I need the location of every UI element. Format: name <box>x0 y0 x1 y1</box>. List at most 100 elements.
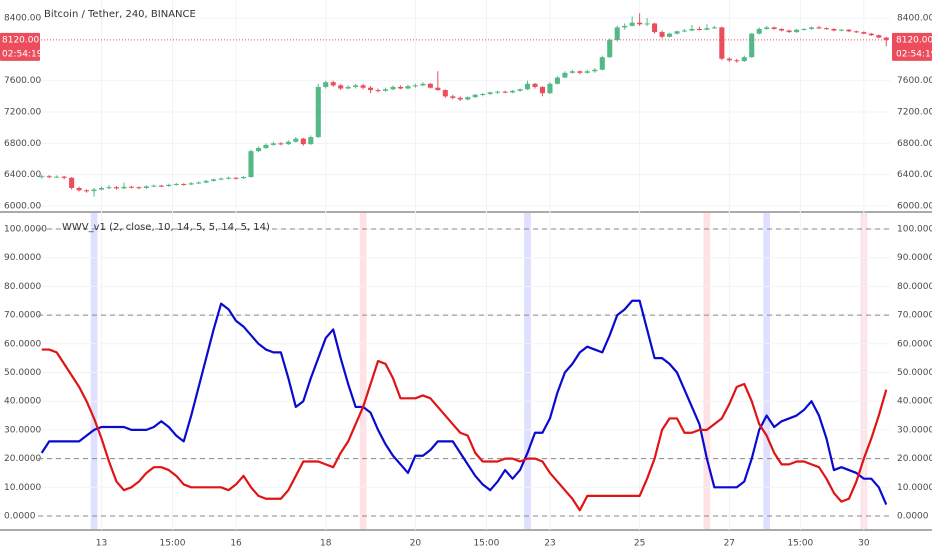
y-tick-label: 80.0000 <box>4 282 41 292</box>
candle-body <box>607 39 613 58</box>
candle-body <box>831 28 837 31</box>
candle-body <box>368 87 374 91</box>
x-tick-label: 18 <box>320 539 332 549</box>
indicator-line <box>40 299 888 505</box>
candle-body <box>524 83 531 90</box>
y-tick-label: 50.0000 <box>897 368 932 378</box>
y-tick-label: 80.0000 <box>897 282 932 292</box>
candle-body <box>853 31 859 33</box>
candle-body <box>39 176 45 178</box>
candle-body <box>689 28 695 31</box>
candle-body <box>652 23 658 33</box>
candle-body <box>644 23 650 25</box>
candle-body <box>166 184 172 187</box>
y-tick-label: 10.0000 <box>4 483 41 493</box>
candle-body <box>375 90 381 92</box>
y-tick-label: 7600.00 <box>4 76 41 86</box>
candle-body <box>779 28 785 31</box>
candle-body <box>211 179 217 181</box>
candle-body <box>659 32 665 37</box>
candle-body <box>838 29 844 31</box>
candle-body <box>226 177 232 179</box>
candle-body <box>704 28 710 30</box>
candle-body <box>121 186 127 189</box>
x-tick-label: 15:00 <box>787 539 813 549</box>
candle-body <box>614 27 620 40</box>
y-tick-label: 8400.00 <box>4 14 41 24</box>
candle-body <box>98 187 105 190</box>
candle-body <box>382 89 389 91</box>
candle-body <box>816 27 822 29</box>
candle-body <box>203 180 209 183</box>
candle-body <box>637 22 643 25</box>
candle-body <box>151 185 157 187</box>
candle-body <box>487 92 493 94</box>
candle-body <box>696 28 702 30</box>
candle-body <box>196 182 202 184</box>
y-tick-label: 6400.00 <box>897 170 932 180</box>
candle-body <box>427 83 433 88</box>
y-tick-label: 100.0000 <box>4 225 47 235</box>
candle-body <box>771 27 777 29</box>
y-tick-label: 20.0000 <box>897 454 932 464</box>
y-tick-label: 8400.00 <box>897 14 932 24</box>
x-tick-label: 13 <box>96 539 107 549</box>
candle-body <box>263 144 269 149</box>
candle-body <box>749 33 755 58</box>
candle-body <box>808 27 815 29</box>
candle-body <box>293 138 299 142</box>
candle-body <box>726 58 732 61</box>
candle-body <box>465 97 471 100</box>
candle-body <box>54 176 60 178</box>
candle-body <box>876 35 882 38</box>
candle-body <box>472 94 478 98</box>
candle-body <box>577 71 583 73</box>
candle-body <box>786 30 792 33</box>
candle-body <box>442 90 448 97</box>
candle-body <box>457 97 463 100</box>
candle-body <box>353 85 359 87</box>
candle-body <box>46 176 52 178</box>
candle-body <box>599 57 605 70</box>
candle-body <box>711 27 717 29</box>
y-tick-label: 10.0000 <box>897 483 932 493</box>
candle-body <box>823 28 830 30</box>
candle-body <box>397 86 404 89</box>
candle-body <box>846 29 852 32</box>
y-tick-label: 100.0000 <box>897 225 932 235</box>
y-tick-label: 70.0000 <box>897 311 932 321</box>
candle-body <box>592 69 598 72</box>
y-tick-label: 40.0000 <box>897 397 932 407</box>
price-badge <box>0 32 40 61</box>
candle-body <box>681 30 688 32</box>
candle-body <box>502 91 508 93</box>
y-tick-label: 30.0000 <box>4 425 41 435</box>
candle-body <box>801 28 807 30</box>
x-tick-label: 20 <box>410 539 422 549</box>
candle-body <box>666 33 673 37</box>
y-tick-label: 7200.00 <box>4 108 41 118</box>
candle-body <box>622 25 628 28</box>
candle-body <box>629 22 635 26</box>
candle-body <box>734 60 740 62</box>
candle-body <box>741 57 747 62</box>
candle-body <box>218 178 224 180</box>
candle-body <box>240 177 247 179</box>
y-tick-label: 60.0000 <box>4 339 41 349</box>
candle-body <box>173 184 179 186</box>
x-tick-label: 27 <box>724 539 735 549</box>
candle-body <box>480 93 486 95</box>
candle-body <box>450 96 456 98</box>
candle-body <box>84 190 90 192</box>
signal-band <box>763 213 771 529</box>
candle-body <box>584 71 590 73</box>
candle-body <box>794 29 800 33</box>
candle-body <box>345 86 351 89</box>
y-tick-label: 6800.00 <box>897 139 932 149</box>
x-tick-label: 16 <box>230 539 242 549</box>
candle-body <box>143 186 149 188</box>
price-badge-label: 8120.00 <box>2 35 39 45</box>
y-tick-label: 6800.00 <box>4 139 41 149</box>
y-tick-label: 0.0000 <box>4 512 36 522</box>
